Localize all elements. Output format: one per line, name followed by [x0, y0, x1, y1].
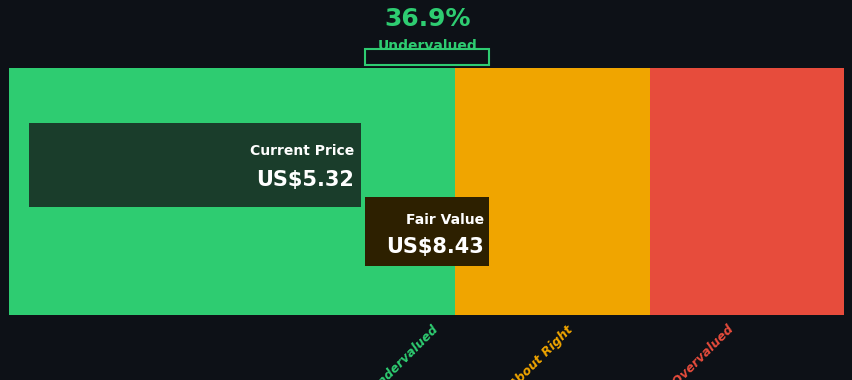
Text: Current Price: Current Price	[250, 144, 354, 158]
Text: 20% Overvalued: 20% Overvalued	[645, 323, 735, 380]
Bar	[9, 302, 454, 315]
Text: 36.9%: 36.9%	[383, 7, 470, 31]
Text: 20% Undervalued: 20% Undervalued	[343, 323, 440, 380]
Bar	[9, 68, 454, 315]
Bar	[365, 49, 489, 65]
Text: US$8.43: US$8.43	[386, 237, 484, 256]
Text: About Right: About Right	[507, 323, 575, 380]
Bar	[365, 197, 489, 266]
Bar	[9, 68, 454, 82]
Text: Fair Value: Fair Value	[406, 213, 484, 227]
Bar	[29, 123, 361, 207]
Bar	[649, 68, 843, 315]
Text: Undervalued: Undervalued	[377, 39, 476, 52]
Text: US$5.32: US$5.32	[256, 170, 354, 190]
Bar	[454, 68, 649, 315]
Bar	[9, 184, 454, 198]
